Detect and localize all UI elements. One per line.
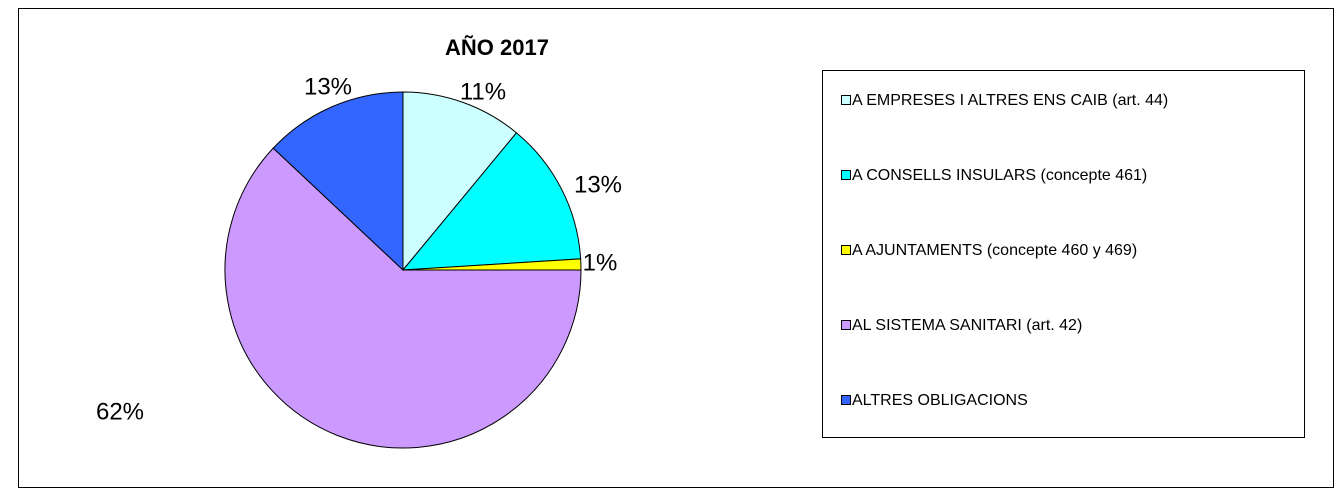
legend-label: ALTRES OBLIGACIONS xyxy=(852,392,1028,409)
legend-label: AL SISTEMA SANITARI (art. 42) xyxy=(852,317,1082,334)
legend-swatch xyxy=(841,170,851,180)
legend-box xyxy=(822,70,1305,438)
legend-swatch xyxy=(841,320,851,330)
legend-swatch xyxy=(841,245,851,255)
data-label: 1% xyxy=(583,249,618,276)
legend-swatch xyxy=(841,395,851,405)
chart-title: AÑO 2017 xyxy=(445,35,549,60)
data-label: 62% xyxy=(96,398,144,425)
legend-label: A EMPRESES I ALTRES ENS CAIB (art. 44) xyxy=(852,92,1168,109)
legend-label: A CONSELLS INSULARS (concepte 461) xyxy=(852,167,1147,184)
pie-slice xyxy=(272,91,404,272)
legend-label: A AJUNTAMENTS (concepte 460 y 469) xyxy=(852,242,1137,259)
pie-slice xyxy=(224,147,582,449)
legend-swatch xyxy=(841,95,851,105)
data-label: 11% xyxy=(460,78,506,105)
data-label: 13% xyxy=(304,73,352,100)
data-label: 13% xyxy=(574,171,622,198)
pie-slice xyxy=(401,132,582,271)
pie-slice xyxy=(402,91,518,272)
